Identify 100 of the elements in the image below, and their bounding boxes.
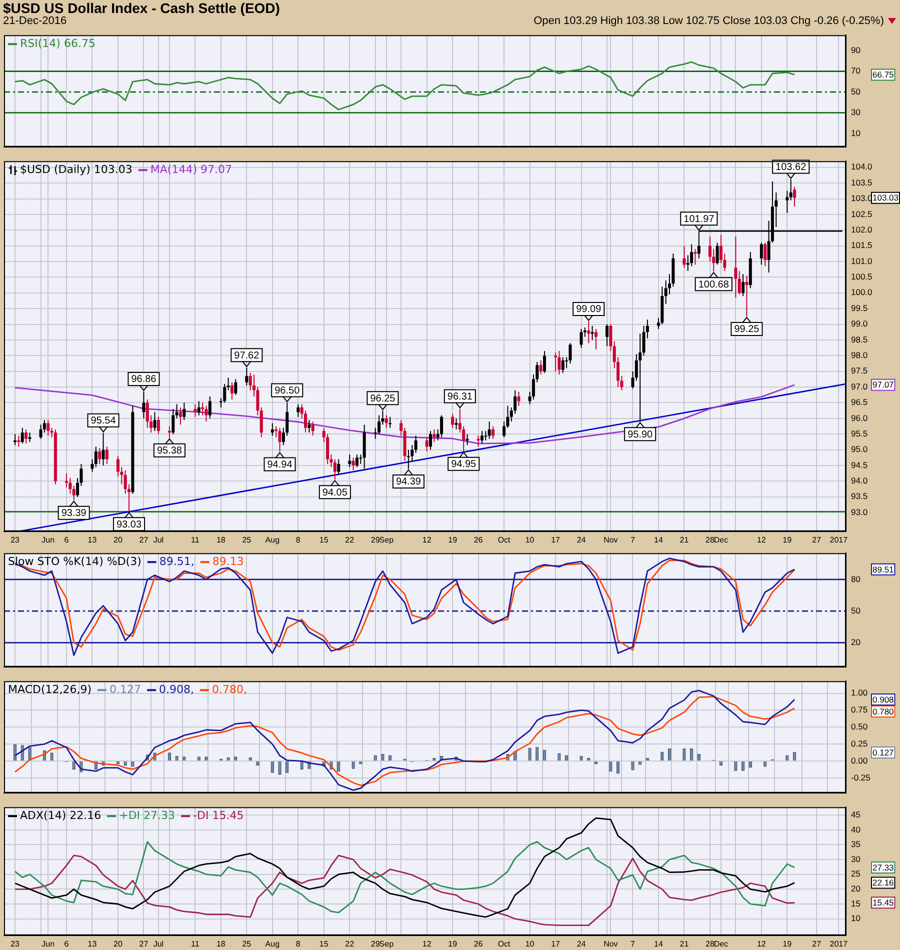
x-tick-label: 8 bbox=[296, 535, 301, 544]
x-tick-label: 2017 bbox=[830, 535, 848, 544]
y-tick-label: 80 bbox=[851, 574, 861, 584]
x-tick-label: 27 bbox=[812, 535, 822, 544]
text: 97.07 bbox=[872, 380, 894, 390]
y-tick-label: 96.5 bbox=[851, 397, 868, 408]
x-tick-label: 23 bbox=[10, 939, 20, 948]
x-tick-label: 11 bbox=[191, 939, 200, 948]
annotation: 96.25 bbox=[370, 393, 396, 404]
x-tick-label: 10 bbox=[525, 939, 535, 948]
legend-label: MA(144) 97.07 bbox=[150, 162, 232, 176]
x-tick-label: 18 bbox=[216, 535, 226, 544]
annotation: 95.90 bbox=[628, 429, 654, 440]
x-tick-label: 6 bbox=[64, 939, 70, 948]
x-tick-label: 25 bbox=[242, 939, 252, 948]
x-tick-label: Aug bbox=[265, 535, 280, 544]
x-tick-label: 15 bbox=[319, 535, 329, 544]
x-tick-label: 29 bbox=[370, 535, 380, 544]
legend-label: 89.13 bbox=[212, 554, 244, 568]
y-tick-label: 70 bbox=[851, 66, 861, 76]
y-tick-label: 40 bbox=[851, 824, 861, 834]
y-tick-label: 100.5 bbox=[851, 272, 873, 282]
y-tick-label: 90 bbox=[851, 44, 861, 55]
chart-title: MACD(12,26,9) bbox=[8, 682, 92, 696]
x-tick-label: 27 bbox=[139, 939, 149, 948]
x-tick-label: Jul bbox=[153, 939, 164, 948]
x-tick-label: Nov bbox=[604, 939, 618, 948]
y-tick-label: 20 bbox=[851, 637, 861, 648]
text: 103.03 bbox=[872, 192, 899, 203]
annotation: 100.68 bbox=[698, 279, 730, 290]
x-tick-label: 21 bbox=[680, 939, 690, 948]
text: 66.75 bbox=[872, 70, 894, 80]
y-tick-label: 98.5 bbox=[851, 334, 868, 344]
x-tick-label: 28 bbox=[706, 939, 715, 948]
x-tick-label: 28 bbox=[706, 535, 715, 544]
y-tick-label: 102.0 bbox=[851, 224, 873, 234]
x-tick-label: 22 bbox=[345, 535, 355, 544]
x-tick-label: Nov bbox=[604, 535, 618, 544]
y-tick-label: 30 bbox=[851, 107, 861, 118]
annotation: 95.54 bbox=[90, 416, 116, 427]
y-tick-label: 99.0 bbox=[851, 318, 868, 329]
x-tick-label: 27 bbox=[812, 939, 822, 948]
x-tick-label: 15 bbox=[319, 939, 329, 948]
annotation: 93.03 bbox=[116, 519, 142, 530]
legend-label: RSI(14) 66.75 bbox=[20, 36, 96, 50]
x-tick-label: 29 bbox=[370, 939, 380, 948]
x-tick-label: Oct bbox=[498, 535, 512, 544]
y-tick-label: 20 bbox=[851, 884, 861, 894]
y-tick-label: 0.25 bbox=[851, 738, 868, 748]
y-tick-label: 94.5 bbox=[851, 460, 868, 470]
text: 89.51 bbox=[872, 564, 894, 574]
x-tick-label: 13 bbox=[88, 535, 98, 544]
y-tick-label: 103.5 bbox=[851, 177, 873, 188]
x-tick-label: 23 bbox=[10, 535, 20, 544]
x-tick-label: 2017 bbox=[830, 939, 848, 948]
y-tick-label: 95.5 bbox=[851, 428, 868, 438]
y-tick-label: -0.25 bbox=[851, 772, 871, 782]
y-tick-label: 50 bbox=[851, 605, 861, 616]
x-tick-label: 13 bbox=[88, 939, 98, 948]
y-tick-label: 30 bbox=[851, 854, 861, 864]
annotation: 96.31 bbox=[447, 391, 473, 402]
x-tick-label: 17 bbox=[551, 939, 561, 948]
x-tick-label: 12 bbox=[422, 535, 432, 544]
annotation: 94.95 bbox=[451, 459, 477, 470]
x-tick-label: 17 bbox=[551, 535, 561, 544]
annotation: 93.39 bbox=[61, 508, 87, 520]
x-tick-label: 7 bbox=[630, 939, 636, 948]
y-tick-label: 102.5 bbox=[851, 208, 873, 219]
annotation: 97.62 bbox=[234, 350, 260, 362]
annotation: 94.05 bbox=[322, 487, 348, 498]
legend-label: 89.51, bbox=[159, 554, 194, 568]
x-tick-label: 24 bbox=[576, 535, 586, 544]
y-tick-label: 97.0 bbox=[851, 381, 868, 392]
y-tick-label: 0.75 bbox=[851, 704, 868, 715]
x-tick-label: 19 bbox=[782, 939, 792, 948]
legend-label: $USD (Daily) 103.03 bbox=[20, 162, 132, 176]
legend-label: 0.780, bbox=[212, 682, 248, 696]
x-tick-label: 12 bbox=[756, 535, 766, 544]
x-tick-label: 19 bbox=[448, 535, 458, 544]
x-tick-label: 12 bbox=[422, 939, 432, 948]
annotation: 103.62 bbox=[776, 162, 807, 174]
y-tick-label: 35 bbox=[851, 839, 861, 850]
y-tick-label: 0.00 bbox=[851, 755, 868, 766]
y-tick-label: 101.0 bbox=[851, 256, 873, 266]
x-tick-label: 14 bbox=[654, 939, 664, 948]
x-tick-label: 7 bbox=[630, 535, 636, 544]
x-tick-label: Sep bbox=[379, 939, 394, 948]
x-tick-label: Dec bbox=[714, 939, 728, 948]
x-tick-label: 27 bbox=[139, 535, 149, 544]
y-tick-label: 98.0 bbox=[851, 350, 868, 360]
annotation: 96.50 bbox=[274, 385, 300, 396]
x-tick-label: 19 bbox=[448, 939, 458, 948]
x-tick-label: 21 bbox=[680, 535, 690, 544]
legend-label: +DI 27.33 bbox=[119, 808, 176, 822]
x-tick-label: 25 bbox=[242, 535, 252, 544]
legend-label: -DI 15.45 bbox=[193, 808, 244, 822]
annotation: 99.09 bbox=[576, 304, 602, 316]
annotation: 101.97 bbox=[684, 214, 715, 225]
y-tick-label: 10 bbox=[851, 913, 861, 924]
y-tick-label: 50 bbox=[851, 86, 861, 96]
